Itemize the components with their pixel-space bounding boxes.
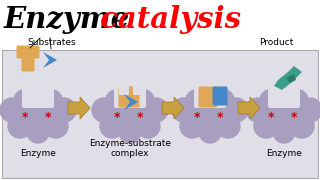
Circle shape <box>290 114 314 138</box>
Circle shape <box>288 90 308 110</box>
Circle shape <box>92 98 116 122</box>
Text: *: * <box>194 111 200 125</box>
FancyBboxPatch shape <box>21 53 35 71</box>
Text: *: * <box>45 111 51 125</box>
Text: *: * <box>137 111 143 125</box>
Polygon shape <box>274 66 302 90</box>
Text: *: * <box>22 111 28 125</box>
Circle shape <box>106 90 126 110</box>
Circle shape <box>0 98 24 122</box>
Circle shape <box>273 121 295 143</box>
Text: Product: Product <box>259 38 293 47</box>
FancyBboxPatch shape <box>268 82 300 108</box>
Circle shape <box>136 114 160 138</box>
Circle shape <box>144 98 168 122</box>
FancyBboxPatch shape <box>119 83 129 95</box>
Text: Enzyme: Enzyme <box>4 5 130 34</box>
Circle shape <box>246 98 270 122</box>
Text: Enzyme-substrate
complex: Enzyme-substrate complex <box>89 139 171 158</box>
Ellipse shape <box>13 91 63 133</box>
Text: *: * <box>291 111 297 125</box>
Text: Enzyme: Enzyme <box>20 149 56 158</box>
Ellipse shape <box>105 91 155 133</box>
FancyBboxPatch shape <box>118 87 140 107</box>
Circle shape <box>14 90 34 110</box>
Polygon shape <box>286 74 296 83</box>
Circle shape <box>214 90 234 110</box>
Text: *: * <box>114 111 120 125</box>
Circle shape <box>44 114 68 138</box>
Polygon shape <box>162 97 184 119</box>
Text: *: * <box>217 111 223 125</box>
FancyBboxPatch shape <box>17 46 39 58</box>
Text: *: * <box>268 111 274 125</box>
Text: Substrates: Substrates <box>28 38 76 47</box>
Circle shape <box>186 90 206 110</box>
Circle shape <box>216 114 240 138</box>
FancyBboxPatch shape <box>114 82 146 108</box>
Ellipse shape <box>185 91 235 133</box>
Circle shape <box>134 90 154 110</box>
FancyBboxPatch shape <box>133 83 143 95</box>
Text: Enzyme: Enzyme <box>266 149 302 158</box>
Polygon shape <box>68 97 90 119</box>
Circle shape <box>27 121 49 143</box>
Text: catalysis: catalysis <box>90 5 241 34</box>
Circle shape <box>100 114 124 138</box>
FancyBboxPatch shape <box>198 87 218 107</box>
Ellipse shape <box>259 91 309 133</box>
Circle shape <box>42 90 62 110</box>
Circle shape <box>119 121 141 143</box>
Circle shape <box>199 121 221 143</box>
FancyBboxPatch shape <box>194 82 226 108</box>
Polygon shape <box>238 97 260 119</box>
Circle shape <box>224 98 248 122</box>
Polygon shape <box>124 94 138 110</box>
Circle shape <box>8 114 32 138</box>
FancyBboxPatch shape <box>22 82 54 108</box>
FancyBboxPatch shape <box>2 50 318 178</box>
Circle shape <box>298 98 320 122</box>
FancyBboxPatch shape <box>212 87 228 105</box>
Circle shape <box>180 114 204 138</box>
Circle shape <box>172 98 196 122</box>
Circle shape <box>52 98 76 122</box>
Circle shape <box>254 114 278 138</box>
Polygon shape <box>43 52 57 68</box>
Circle shape <box>260 90 280 110</box>
